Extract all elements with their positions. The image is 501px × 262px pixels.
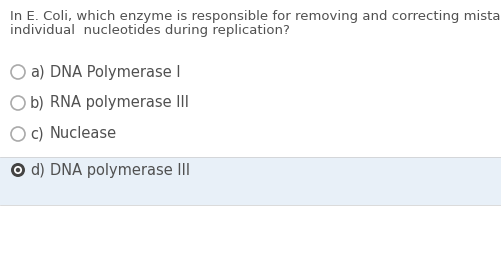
Circle shape xyxy=(16,168,20,172)
Text: Nuclease: Nuclease xyxy=(50,127,117,141)
Text: a): a) xyxy=(30,64,45,79)
Circle shape xyxy=(14,166,22,174)
Text: DNA polymerase III: DNA polymerase III xyxy=(50,162,190,177)
Circle shape xyxy=(11,127,25,141)
Text: d): d) xyxy=(30,162,45,177)
Circle shape xyxy=(11,65,25,79)
Circle shape xyxy=(11,96,25,110)
Text: individual  nucleotides during replication?: individual nucleotides during replicatio… xyxy=(10,24,289,37)
Text: DNA Polymerase I: DNA Polymerase I xyxy=(50,64,180,79)
Circle shape xyxy=(11,163,25,177)
Text: In E. Coli, which enzyme is responsible for removing and correcting mistake: In E. Coli, which enzyme is responsible … xyxy=(10,10,501,23)
Text: RNA polymerase III: RNA polymerase III xyxy=(50,96,188,111)
Text: b): b) xyxy=(30,96,45,111)
FancyBboxPatch shape xyxy=(0,157,501,205)
Text: c): c) xyxy=(30,127,44,141)
